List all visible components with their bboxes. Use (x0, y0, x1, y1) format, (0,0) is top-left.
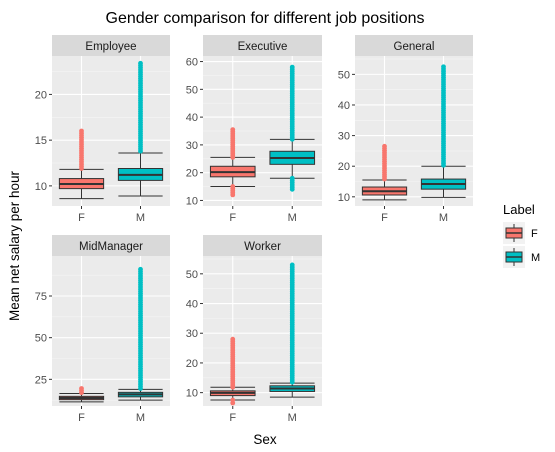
legend-label-m: M (531, 252, 540, 264)
y-tick-label: 75 (35, 291, 47, 303)
x-tick-label: F (229, 412, 236, 424)
strip-label-executive: Executive (238, 41, 288, 53)
strip-midmanager (52, 235, 170, 256)
strip-label-employee: Employee (85, 41, 136, 53)
panel-worker: Worker 10 20 30 40 50 F M (186, 235, 322, 424)
y-tick-label: 50 (35, 333, 47, 345)
legend-entry-m: M (503, 246, 540, 268)
box-midmanager-m (117, 266, 164, 401)
y-tick-label: 50 (186, 269, 198, 281)
outlier-point-upper (230, 336, 236, 342)
panel-background-worker (203, 256, 322, 406)
box-worker-f (209, 336, 256, 406)
legend: Label FM (503, 202, 540, 268)
y-tick-label: 50 (338, 69, 350, 81)
y-tick-label: 50 (186, 84, 198, 96)
y-tick-label: 30 (186, 140, 198, 152)
panel-midmanager: MidManager 25 50 75 F M (35, 235, 170, 424)
strip-label-midmanager: MidManager (79, 241, 143, 253)
legend-label-f: F (531, 228, 538, 240)
panel-general: General 10 20 30 40 50 F M (338, 35, 473, 224)
x-tick-label: M (288, 212, 297, 224)
box-employee-m (117, 60, 164, 197)
outlier-point-upper (289, 262, 295, 268)
y-tick-label: 40 (186, 299, 198, 311)
panel-executive: Executive 10 20 30 40 50 60 F M (186, 35, 322, 224)
panel-background-midmanager (52, 256, 170, 406)
strip-label-general: General (394, 41, 435, 53)
y-tick-label: 30 (338, 131, 350, 143)
x-tick-label: M (136, 212, 145, 224)
box-general-f (361, 143, 408, 201)
y-tick-label: 10 (186, 195, 198, 207)
box-worker-m (269, 262, 316, 398)
outlier-point-upper (289, 64, 295, 70)
outlier-point-upper (79, 128, 84, 134)
chart-title: Gender comparison for different job posi… (106, 10, 425, 27)
outlier-point-upper (138, 60, 143, 66)
box-executive-m (269, 64, 316, 192)
y-tick-label: 20 (186, 358, 198, 370)
x-tick-label: F (78, 412, 85, 424)
y-tick-label: 10 (35, 181, 47, 193)
legend-title: Label (503, 202, 535, 217)
strip-executive (203, 35, 322, 56)
outlier-point-upper (79, 386, 84, 391)
x-tick-label: M (288, 412, 297, 424)
y-tick-label: 20 (338, 161, 350, 173)
y-tick-label: 40 (186, 112, 198, 124)
x-tick-label: F (229, 212, 236, 224)
y-tick-label: 20 (186, 168, 198, 180)
y-tick-label: 10 (186, 388, 198, 400)
outlier-point-upper (138, 266, 143, 272)
y-tick-label: 15 (35, 135, 47, 147)
y-tick-label: 20 (35, 89, 47, 101)
panel-employee: Employee 10 15 20 F M (35, 35, 170, 224)
y-tick-label: 10 (338, 192, 350, 204)
outlier-point-lower (289, 175, 295, 181)
y-tick-label: 60 (186, 57, 198, 69)
x-tick-label: F (78, 212, 85, 224)
legend-entry-f: F (503, 222, 538, 244)
box-employee-f (58, 128, 105, 200)
outlier-point-upper (230, 127, 236, 133)
box-executive-f (209, 127, 256, 198)
y-tick-label: 30 (186, 328, 198, 340)
outlier-point-lower (230, 184, 236, 189)
y-tick-label: 40 (338, 100, 350, 112)
box-general-m (420, 64, 467, 198)
strip-label-worker: Worker (244, 241, 281, 253)
box-midmanager-f (58, 386, 105, 403)
outlier-point-upper (441, 64, 446, 70)
x-axis-title: Sex (253, 432, 277, 447)
y-tick-label: 25 (35, 374, 47, 386)
strip-general (355, 35, 473, 56)
x-tick-label: M (439, 212, 448, 224)
outlier-point-lower (230, 397, 236, 403)
y-axis-title: Mean net salary per hour (7, 170, 22, 321)
strip-worker (203, 235, 322, 256)
x-tick-label: F (381, 212, 388, 224)
outlier-point-upper (382, 143, 387, 149)
strip-employee (52, 35, 170, 56)
x-tick-label: M (136, 412, 145, 424)
